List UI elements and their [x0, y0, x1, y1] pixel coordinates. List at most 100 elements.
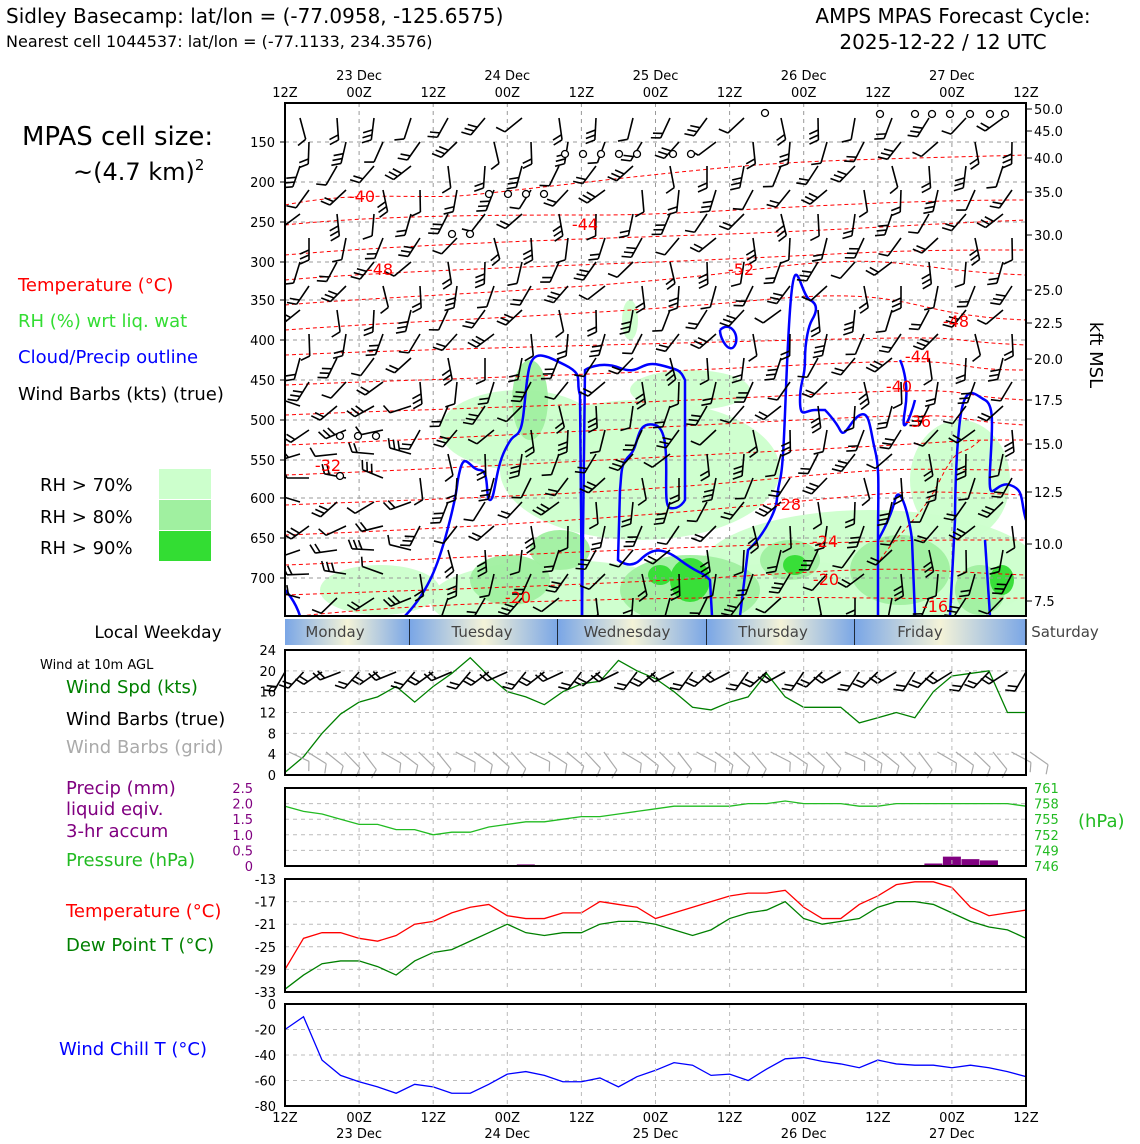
surface-wind-barb-grid	[1007, 752, 1034, 772]
upper-wind-barb	[439, 166, 451, 193]
upper-wind-barb	[587, 310, 596, 336]
upper-wind-barb	[364, 310, 374, 336]
rh90-label: RH > 90%	[40, 538, 133, 559]
upper-wind-barb	[579, 375, 605, 399]
value-tick-label: -20	[255, 1024, 276, 1039]
surface-wind-barb-true	[279, 666, 303, 691]
calm-wind-marker	[449, 231, 456, 238]
upper-wind-barb	[510, 282, 531, 309]
calm-wind-marker	[467, 231, 474, 238]
upper-wind-barb	[462, 305, 485, 331]
surface-wind-barb-grid	[841, 752, 868, 771]
calm-wind-marker	[373, 433, 380, 440]
upper-wind-barb	[912, 135, 938, 159]
upper-wind-barb	[394, 115, 411, 143]
upper-wind-barb	[321, 183, 346, 207]
upper-wind-barb	[319, 518, 346, 537]
top-hour-label: 12Z	[717, 86, 743, 101]
surface-wind-barb-grid	[876, 752, 902, 775]
upper-wind-barb	[275, 486, 302, 502]
weekday-name: Saturday	[1031, 623, 1099, 641]
surface-wind-barb-grid	[745, 752, 769, 778]
surface-wind-barb-true	[925, 664, 952, 685]
upper-wind-barb	[496, 111, 522, 134]
bottom-hour-label: 12Z	[865, 1111, 891, 1126]
upper-wind-barb	[990, 281, 1012, 308]
top-hour-label: 00Z	[495, 86, 521, 101]
upper-wind-barb	[400, 522, 420, 549]
legend-temp-panel: Temperature (°C)	[65, 901, 221, 922]
legend-precip-2: liquid eqiv.	[66, 799, 163, 820]
surface-wind-barb-true	[814, 664, 841, 685]
value-tick-label: -17	[255, 896, 276, 911]
upper-wind-barb	[331, 140, 346, 167]
upper-wind-barb	[1003, 142, 1012, 168]
upper-wind-barb	[299, 142, 309, 168]
height-tick-label: 30.0	[1034, 229, 1063, 244]
surface-wind-barb-grid	[451, 752, 478, 772]
upper-wind-barb	[855, 382, 870, 409]
pressure-tick-label: 600	[250, 492, 275, 507]
upper-wind-barb	[588, 235, 605, 263]
upper-wind-barb	[411, 382, 422, 409]
upper-wind-barb	[955, 261, 966, 288]
pressure-tick-label: 550	[250, 454, 275, 469]
upper-wind-barb	[386, 351, 411, 375]
height-tick-label: 15.0	[1034, 438, 1063, 453]
upper-wind-barb	[744, 142, 756, 169]
surface-wind-barb-grid	[505, 752, 529, 778]
upper-wind-barb	[556, 237, 568, 264]
top-date-label: 27 Dec	[929, 69, 975, 84]
value-tick-label: -21	[255, 918, 276, 933]
upper-wind-barb	[988, 356, 1003, 383]
upper-wind-barb	[832, 448, 855, 474]
value-tick-label: 16	[259, 686, 276, 701]
upper-wind-barb	[522, 238, 533, 265]
upper-wind-barb	[445, 381, 457, 408]
pressure-tick-label: 749	[1034, 844, 1059, 859]
upper-wind-barb	[432, 136, 457, 161]
temperature-contour-label: -20	[813, 570, 839, 589]
height-tick-label: 25.0	[1034, 284, 1063, 299]
upper-wind-barb	[866, 351, 892, 374]
upper-wind-barb	[300, 238, 309, 264]
pressure-tick-label: 761	[1034, 782, 1059, 797]
bottom-hour-label: 00Z	[643, 1111, 669, 1126]
pressure-tick-label: 150	[250, 136, 275, 151]
surface-wind-barb-grid	[784, 752, 811, 774]
bottom-hour-label: 12Z	[420, 1111, 446, 1126]
upper-wind-barb	[874, 115, 892, 142]
pressure-tick-label: 450	[250, 374, 275, 389]
value-tick-label: 0	[268, 998, 276, 1013]
kft-axis-label: kft MSL	[1085, 322, 1106, 388]
calm-wind-marker	[505, 191, 512, 198]
surface-wind-barb-true	[647, 664, 674, 684]
legend-precip-3: 3-hr accum	[66, 821, 168, 842]
weekday-label: Local Weekday	[94, 623, 221, 643]
upper-wind-barb	[913, 231, 938, 255]
upper-wind-barb	[285, 356, 300, 383]
surface-wind-barb-true	[670, 667, 693, 693]
value-tick-label: -29	[255, 963, 276, 978]
upper-wind-barb	[396, 308, 411, 335]
upper-wind-barb	[942, 208, 966, 234]
surface-wind-barb-grid	[618, 752, 645, 773]
upper-wind-barb	[796, 161, 818, 188]
surface-wind-barb-grid	[635, 752, 661, 775]
value-tick-label: 24	[259, 644, 276, 659]
surface-wind-barb-grid	[692, 752, 719, 772]
value-tick-label: -40	[255, 1049, 276, 1064]
temperature-contour-label: -24	[812, 532, 838, 551]
precip-bar	[961, 859, 979, 866]
upper-wind-barb	[288, 377, 309, 404]
upper-wind-barb	[767, 184, 790, 210]
upper-wind-barb	[386, 535, 413, 550]
upper-wind-barb	[866, 447, 892, 471]
upper-wind-barb	[633, 190, 644, 217]
upper-wind-barb	[730, 164, 744, 191]
upper-wind-barb	[842, 116, 855, 143]
upper-wind-barb	[348, 540, 374, 550]
upper-wind-barb	[772, 214, 787, 241]
upper-wind-barb	[809, 214, 819, 240]
